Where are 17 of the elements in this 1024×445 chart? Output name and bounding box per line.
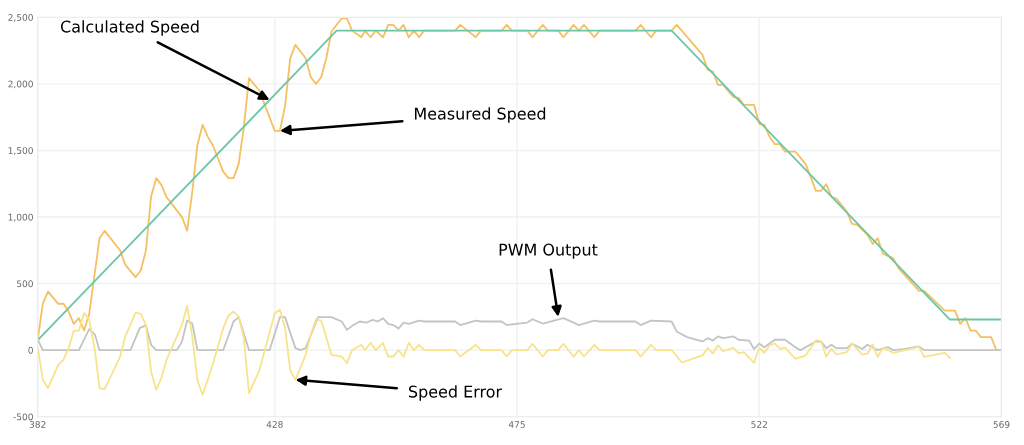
x-tick-label: 475 bbox=[508, 421, 525, 428]
y-tick-label: -500 bbox=[13, 413, 33, 421]
line-series bbox=[37, 316, 1002, 352]
y-tick-label: 1,500 bbox=[8, 147, 33, 155]
x-tick-label: 382 bbox=[29, 421, 46, 428]
annotation: Calculated Speed bbox=[60, 20, 199, 36]
annotation: Measured Speed bbox=[414, 107, 546, 123]
x-tick-label: 428 bbox=[266, 421, 283, 428]
x-tick-label: 522 bbox=[751, 421, 767, 428]
annotation: Speed Error bbox=[409, 385, 503, 401]
annotation: PWM Output bbox=[499, 243, 598, 259]
y-tick-label: 0 bbox=[28, 346, 33, 354]
y-tick-label: 1,000 bbox=[8, 213, 33, 222]
y-tick-label: 2,000 bbox=[8, 80, 33, 89]
y-tick-label: 2,500 bbox=[8, 14, 33, 22]
y-tick-label: 500 bbox=[16, 280, 33, 288]
x-tick-label: 569 bbox=[993, 421, 1010, 428]
